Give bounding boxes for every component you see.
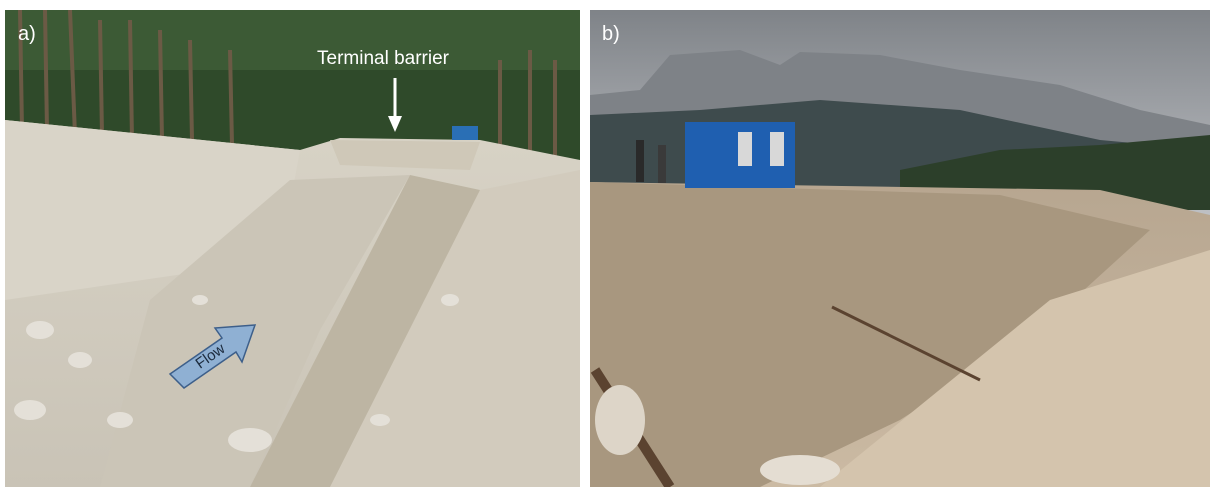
stick xyxy=(831,305,981,382)
callout-text: Terminal barrier xyxy=(317,48,450,69)
right-bank-slope xyxy=(250,175,480,487)
boulder xyxy=(760,455,840,485)
container-window xyxy=(738,132,752,166)
channel xyxy=(100,175,410,487)
person xyxy=(658,145,666,183)
panel-label: b) xyxy=(602,23,620,45)
slope xyxy=(590,182,1150,487)
photo-a: Flow Terminal barrier a) xyxy=(5,10,580,487)
boulder xyxy=(595,385,645,455)
terminal-barrier xyxy=(330,140,480,170)
container xyxy=(452,126,478,140)
channel-floor xyxy=(820,250,1210,487)
forest-top xyxy=(5,10,580,70)
boulders xyxy=(14,294,459,452)
right-bank xyxy=(330,170,580,487)
photo-b: b) xyxy=(590,10,1210,487)
panel-label: a) xyxy=(18,23,36,45)
container-window xyxy=(770,132,784,166)
person xyxy=(636,140,644,182)
flow-arrow xyxy=(168,324,257,389)
callout-arrowhead xyxy=(388,116,402,132)
